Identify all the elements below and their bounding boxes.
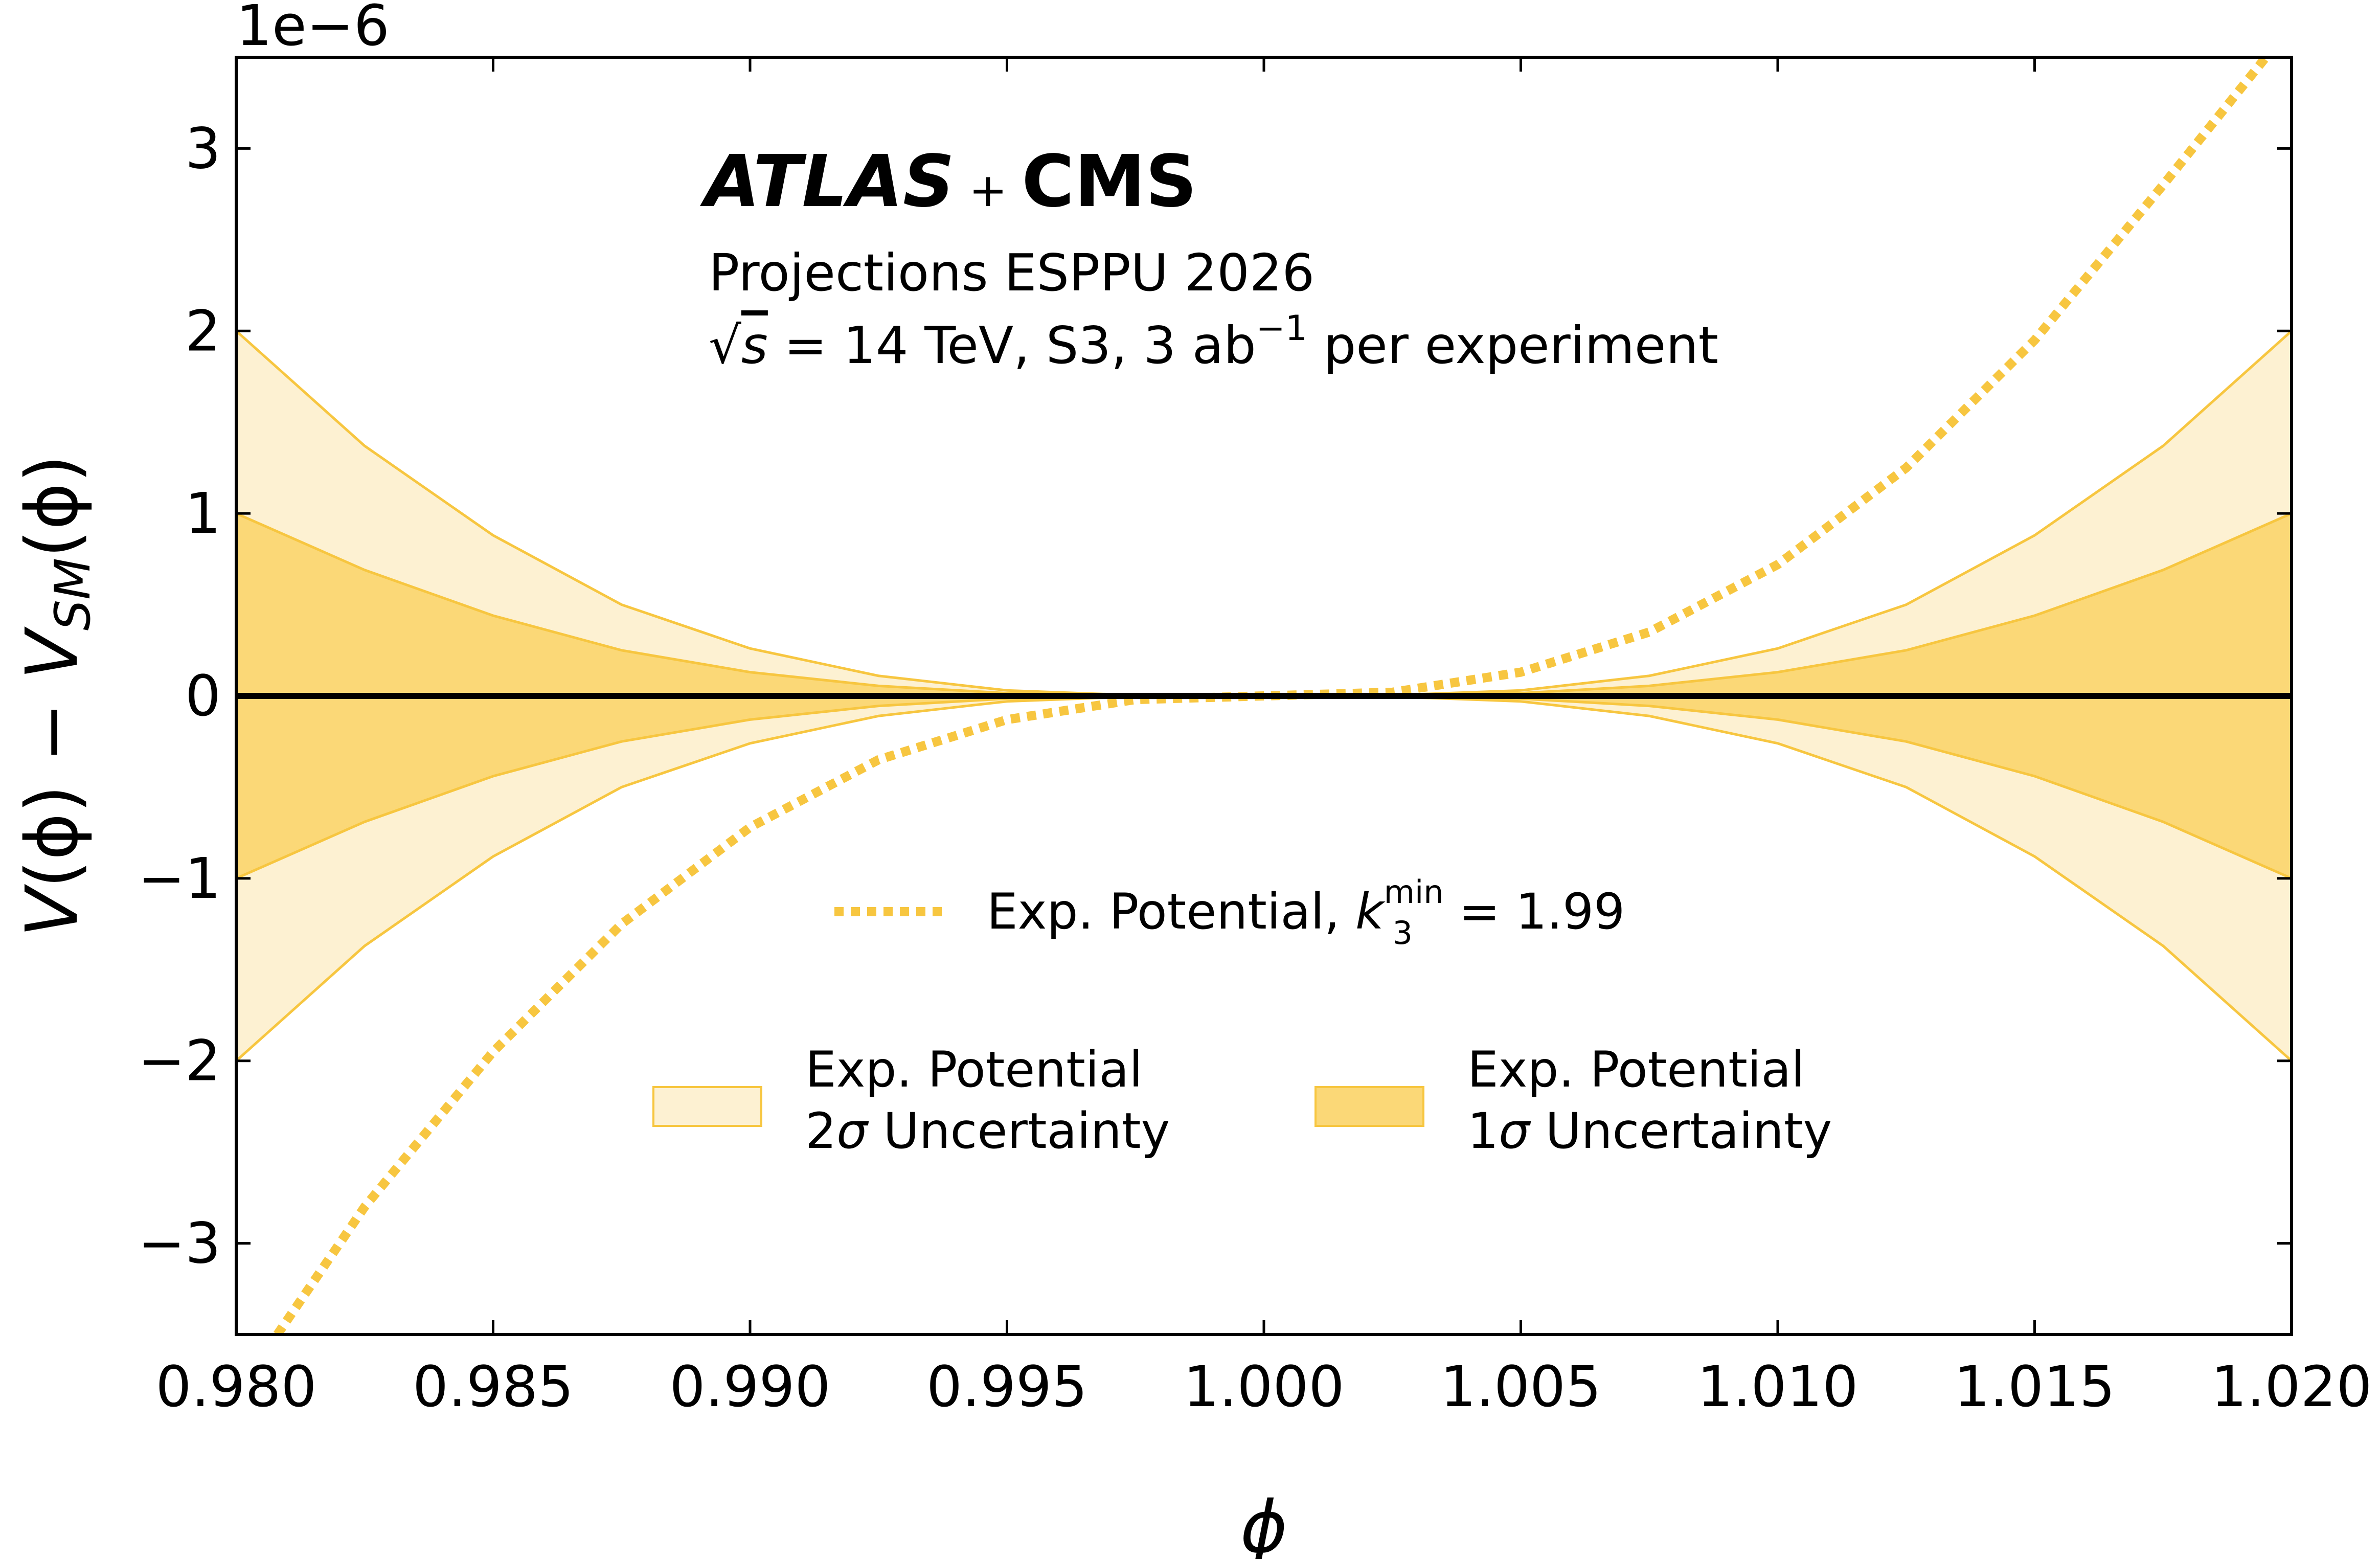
legend-swatch-2sigma (652, 1086, 762, 1127)
y-tick-label: 1 (185, 481, 221, 546)
y-tick-label: 0 (185, 663, 221, 729)
x-tick-label: 0.985 (413, 1354, 574, 1419)
projection-label: Projections ESPPU 2026 (709, 243, 1314, 303)
legend-label-2sigma: Exp. Potential 2σ Uncertainty (805, 1041, 1170, 1160)
x-axis-label: ϕ (1240, 1486, 1287, 1559)
x-tick-label: 1.020 (2211, 1354, 2372, 1419)
y-tick-label: −3 (138, 1211, 221, 1276)
y-offset-label: 1e−6 (236, 0, 390, 58)
y-tick-label: 2 (185, 298, 221, 364)
y-axis-label: V(ϕ) − VSM(ϕ) (11, 455, 101, 937)
legend-label-1sigma: Exp. Potential 1σ Uncertainty (1467, 1041, 1832, 1160)
x-tick-label: 0.980 (156, 1354, 317, 1419)
y-tick-label: −2 (138, 1028, 221, 1094)
x-tick-label: 1.005 (1440, 1354, 1601, 1419)
energy-label: √s = 14 TeV, S3, 3 ab−1 per experiment (709, 308, 1718, 375)
y-tick-label: 3 (185, 116, 221, 181)
axis-ticks: 0.980 0.985 0.990 0.995 1.000 1.005 1.010 1.015… (138, 57, 2372, 1419)
x-tick-label: 1.015 (1954, 1354, 2115, 1419)
experiment-annotation: ATLAS + CMS Projections ESPPU 2026 √s = 14… (699, 140, 1718, 375)
brand-label: ATLAS + CMS (699, 140, 1197, 223)
x-tick-label: 1.000 (1184, 1354, 1345, 1419)
y-tick-label: −1 (138, 846, 221, 911)
x-tick-label: 0.995 (926, 1354, 1087, 1419)
series-lines (236, 57, 2292, 1335)
x-tick-label: 0.990 (670, 1354, 831, 1419)
legend: Exp. Potential, kmin 3 = 1.99 Exp. Potent… (652, 873, 1832, 1160)
legend-swatch-1sigma (1314, 1086, 1424, 1127)
x-tick-label: 1.010 (1697, 1354, 1858, 1419)
legend-label-exp-potential: Exp. Potential, kmin 3 = 1.99 (987, 873, 1625, 952)
